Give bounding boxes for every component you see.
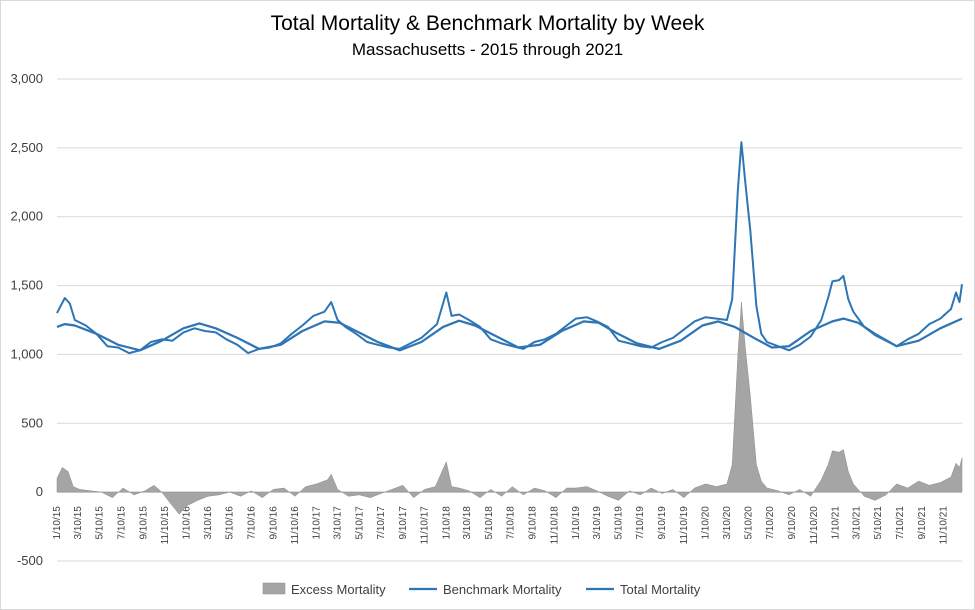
y-tick-label: 0 xyxy=(36,484,43,499)
x-tick-label: 5/10/16 xyxy=(225,506,236,540)
legend-label: Excess Mortality xyxy=(291,582,386,597)
x-tick-label: 9/10/18 xyxy=(528,506,539,540)
x-tick-label: 7/10/17 xyxy=(376,506,387,540)
x-tick-label: 1/10/16 xyxy=(182,506,193,540)
y-tick-label: 1,500 xyxy=(10,278,43,293)
y-tick-label: 1,000 xyxy=(10,346,43,361)
x-tick-label: 5/10/19 xyxy=(614,506,625,540)
x-tick-label: 9/10/15 xyxy=(138,506,149,540)
x-tick-label: 11/10/20 xyxy=(809,506,820,545)
x-tick-label: 3/10/17 xyxy=(333,506,344,540)
x-tick-label: 11/10/17 xyxy=(420,506,431,545)
x-tick-label: 3/10/15 xyxy=(73,506,84,540)
excess-mortality-area xyxy=(56,302,963,515)
x-tick-label: 7/10/18 xyxy=(506,506,517,540)
y-tick-label: 2,000 xyxy=(10,209,43,224)
x-tick-label: 3/10/19 xyxy=(592,506,603,540)
y-tick-label: 500 xyxy=(21,415,43,430)
chart-title: Total Mortality & Benchmark Mortality by… xyxy=(270,12,705,35)
total-mortality-line xyxy=(56,141,963,355)
x-tick-label: 7/10/19 xyxy=(635,506,646,540)
x-tick-label: 3/10/20 xyxy=(722,506,733,540)
x-tick-label: 9/10/19 xyxy=(657,506,668,540)
x-tick-label: 3/10/21 xyxy=(852,506,863,540)
x-tick-label: 5/10/21 xyxy=(873,506,884,540)
y-tick-label: -500 xyxy=(17,553,43,568)
x-tick-label: 1/10/15 xyxy=(52,506,63,540)
x-tick-label: 7/10/15 xyxy=(116,506,127,540)
x-tick-label: 11/10/15 xyxy=(160,506,171,545)
y-tick-label: 2,500 xyxy=(10,140,43,155)
x-tick-label: 11/10/16 xyxy=(290,506,301,545)
x-tick-label: 7/10/20 xyxy=(765,506,776,540)
x-tick-label: 5/10/17 xyxy=(354,506,365,540)
x-tick-label: 1/10/21 xyxy=(831,506,842,540)
legend-label: Benchmark Mortality xyxy=(443,582,562,597)
x-tick-label: 11/10/18 xyxy=(549,506,560,545)
chart-subtitle: Massachusetts - 2015 through 2021 xyxy=(351,40,624,59)
x-tick-label: 7/10/16 xyxy=(246,506,257,540)
x-tick-label: 1/10/20 xyxy=(701,506,712,540)
x-tick-label: 9/10/16 xyxy=(268,506,279,540)
x-tick-label: 5/10/15 xyxy=(95,506,106,540)
x-tick-label: 11/10/21 xyxy=(939,506,950,545)
x-tick-label: 5/10/18 xyxy=(484,506,495,540)
y-tick-label: 3,000 xyxy=(10,71,43,86)
x-tick-label: 1/10/19 xyxy=(571,506,582,540)
x-tick-label: 7/10/21 xyxy=(895,506,906,540)
x-tick-label: 9/10/21 xyxy=(917,506,928,540)
x-tick-label: 1/10/17 xyxy=(312,506,323,540)
x-tick-label: 9/10/20 xyxy=(787,506,798,540)
x-tick-label: 11/10/19 xyxy=(679,506,690,545)
x-tick-label: 3/10/18 xyxy=(462,506,473,540)
x-tick-label: 9/10/17 xyxy=(398,506,409,540)
x-tick-label: 1/10/18 xyxy=(441,506,452,540)
x-tick-label: 3/10/16 xyxy=(203,506,214,540)
legend-swatch-excess xyxy=(262,582,286,595)
legend-label: Total Mortality xyxy=(620,582,701,597)
x-tick-label: 5/10/20 xyxy=(744,506,755,540)
